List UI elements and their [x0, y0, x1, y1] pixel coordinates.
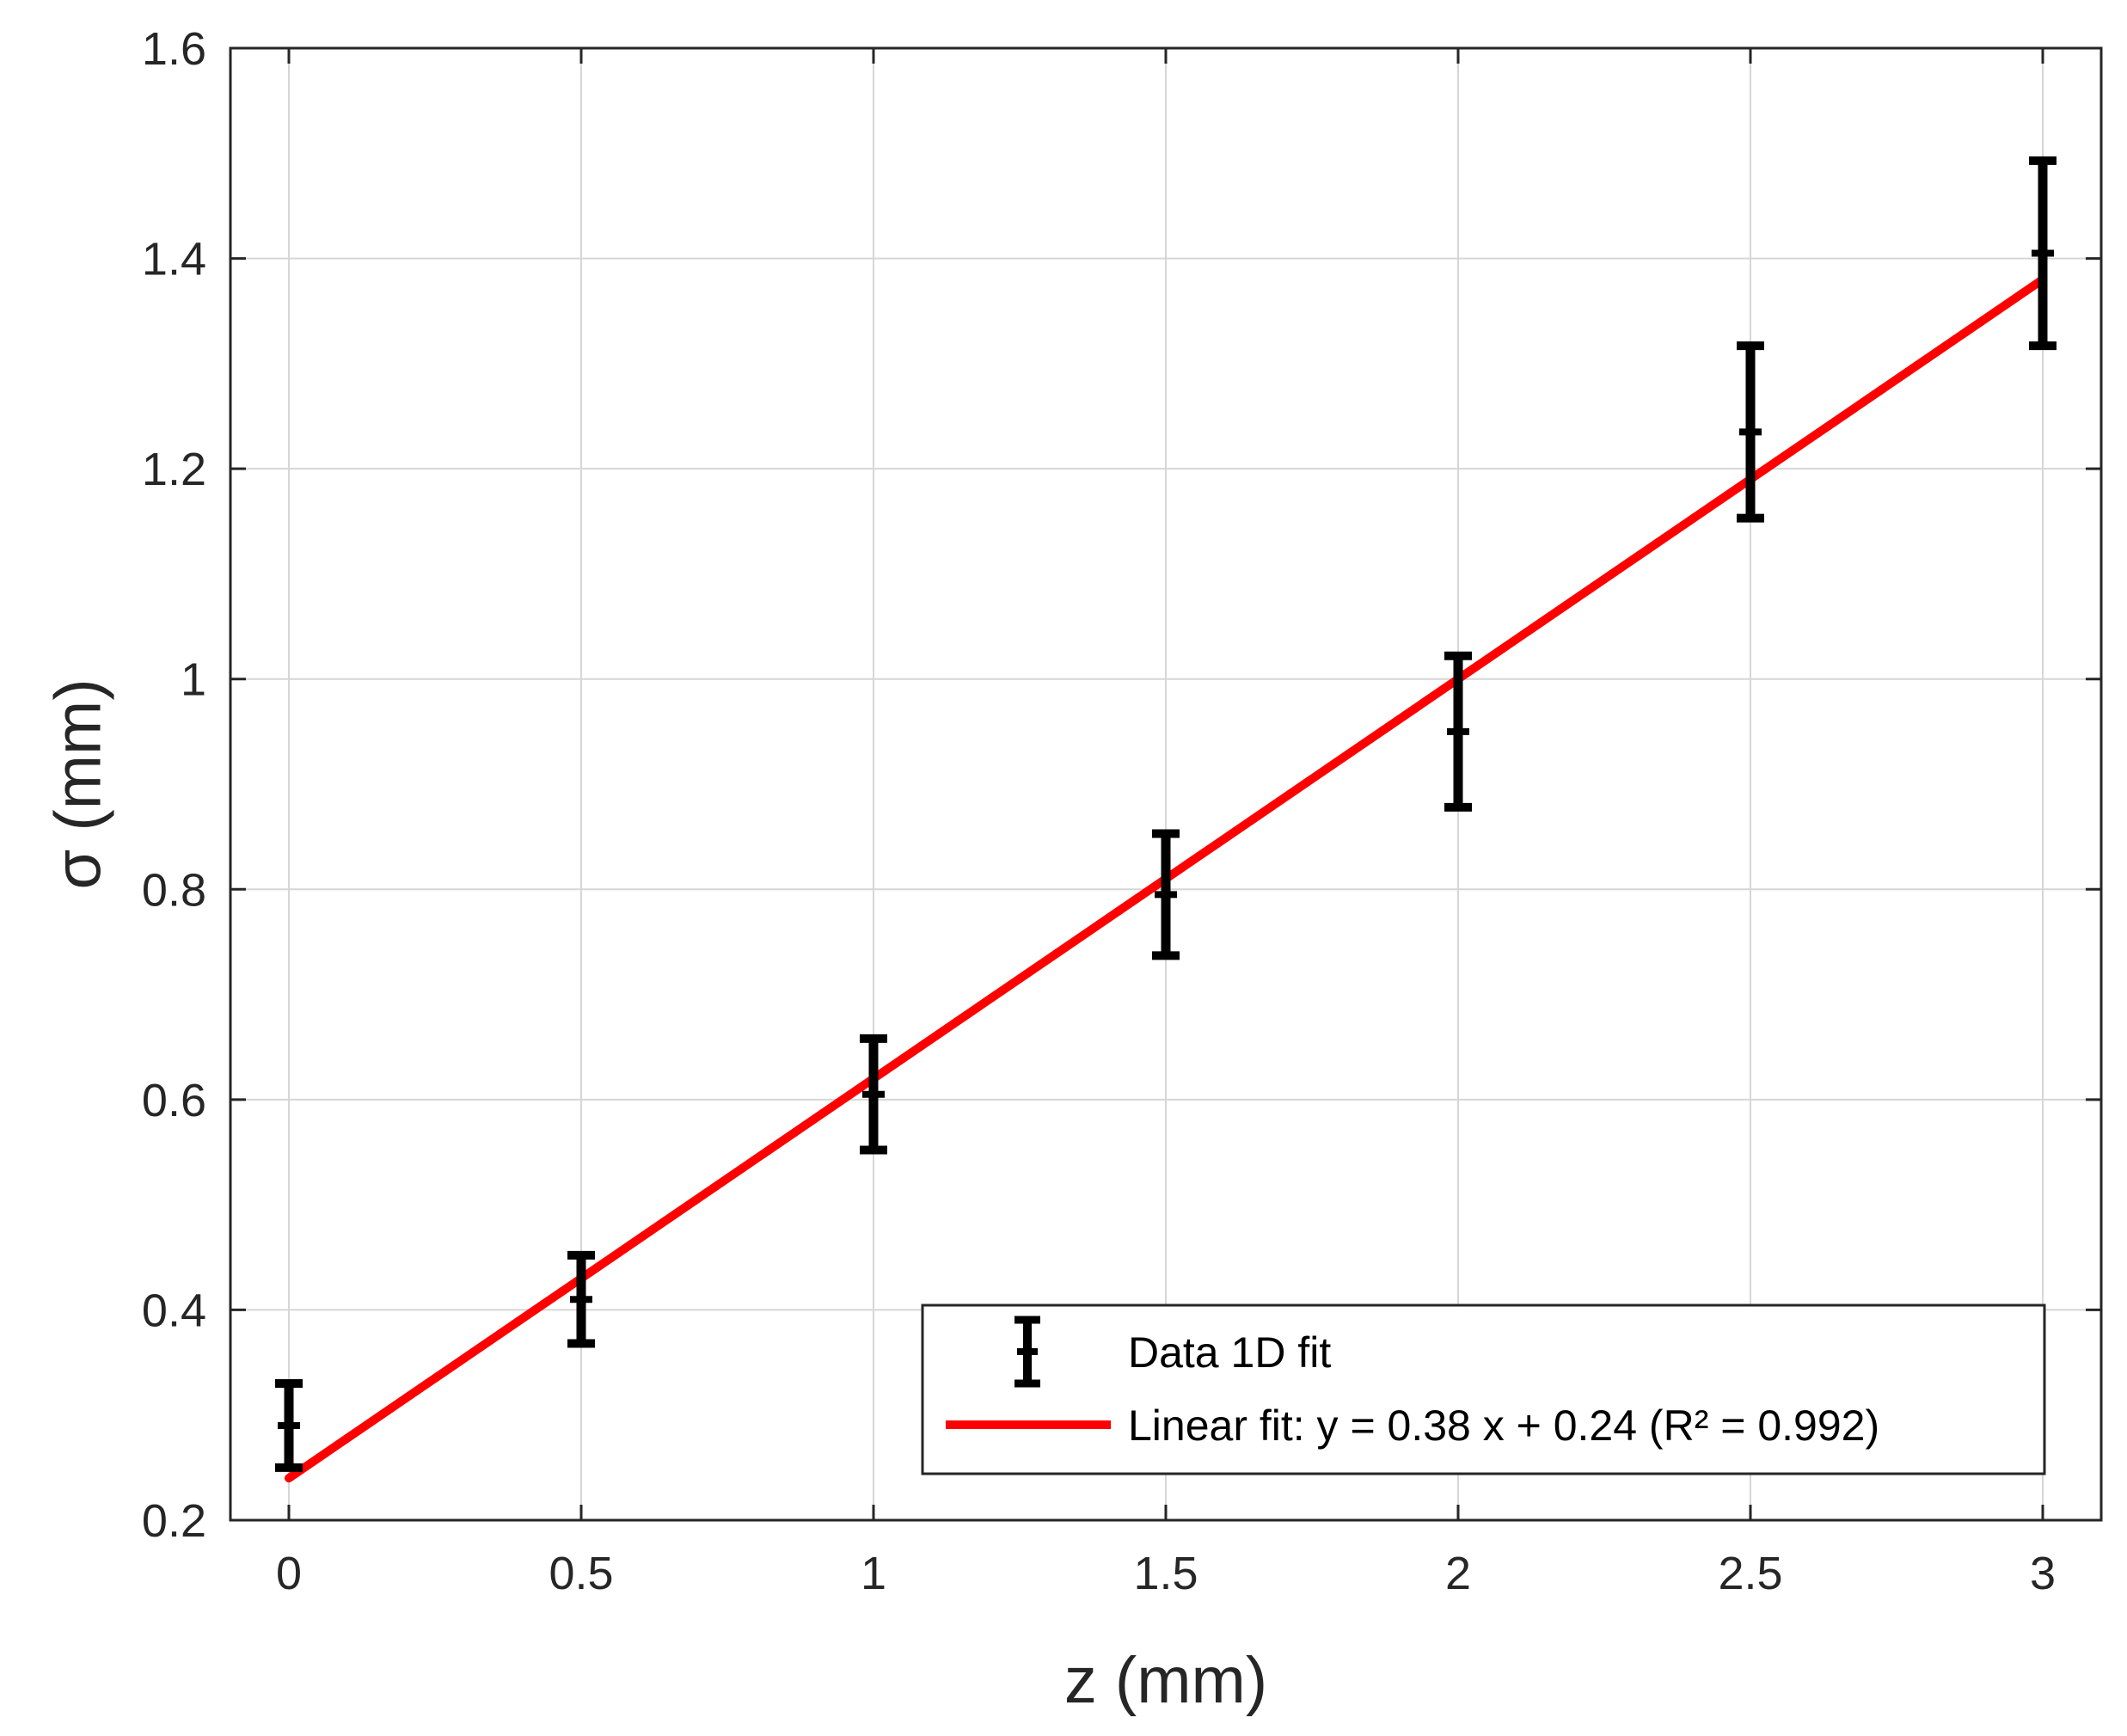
x-tick-label: 0	[276, 1548, 302, 1599]
legend-errorbar-symbol	[1014, 1316, 1040, 1388]
x-tick-label: 1.5	[1133, 1548, 1198, 1599]
legend-label-data: Data 1D fit	[1128, 1328, 1331, 1377]
errorbar-point	[1444, 651, 1472, 812]
y-tick-label: 0.8	[142, 864, 206, 916]
y-tick-label: 1	[181, 654, 206, 706]
errorbar-point	[567, 1250, 595, 1348]
y-tick-label: 0.2	[142, 1495, 206, 1547]
legend-box	[921, 1304, 2046, 1475]
x-tick-label: 1	[861, 1548, 886, 1599]
errorbar-layer	[275, 156, 2057, 1472]
x-tick-label: 2	[1445, 1548, 1471, 1599]
errorbar-point	[2029, 156, 2057, 351]
y-tick-label: 0.4	[142, 1285, 206, 1336]
y-tick-labels: 0.2 0.4 0.6 0.8 1 1.2 1.4 1.6	[142, 23, 206, 1547]
x-tick-label: 3	[2030, 1548, 2056, 1599]
legend: Data 1D fit Linear fit: y = 0.38 x + 0.2…	[921, 1304, 2046, 1475]
y-tick-label: 1.6	[142, 23, 206, 75]
errorbar-point	[1737, 341, 1764, 523]
y-axis-title: σ (mm)	[42, 678, 115, 889]
plot-frame	[229, 46, 2103, 1522]
y-tick-label: 1.2	[142, 444, 206, 495]
x-tick-labels: 0 0.5 1 1.5 2 2.5 3	[276, 1548, 2056, 1599]
errorbar-point	[1152, 829, 1180, 960]
errorbar-point	[860, 1034, 887, 1155]
legend-label-fit: Linear fit: y = 0.38 x + 0.24 (R² = 0.99…	[1128, 1402, 1879, 1450]
x-tick-label: 2.5	[1718, 1548, 1782, 1599]
errorbar-point	[275, 1379, 303, 1472]
y-tick-label: 0.6	[142, 1075, 206, 1126]
y-tick-label: 1.4	[142, 234, 206, 285]
x-tick-label: 0.5	[549, 1548, 613, 1599]
x-axis-title: z (mm)	[1064, 1644, 1267, 1717]
